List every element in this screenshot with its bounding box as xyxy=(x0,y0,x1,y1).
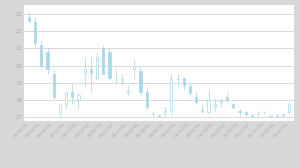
Bar xyxy=(121,79,123,81)
Bar xyxy=(28,17,30,21)
Bar xyxy=(195,97,197,102)
Bar xyxy=(71,92,74,97)
Bar xyxy=(183,78,185,85)
Bar xyxy=(84,69,86,73)
Bar xyxy=(238,111,241,112)
Bar xyxy=(65,92,67,104)
Bar xyxy=(52,74,55,97)
Bar xyxy=(90,69,92,73)
Bar xyxy=(133,66,135,69)
Bar xyxy=(232,104,234,107)
Bar xyxy=(127,90,129,92)
Bar xyxy=(189,86,191,93)
Bar xyxy=(288,104,290,112)
Bar xyxy=(34,22,36,43)
Bar xyxy=(282,114,284,116)
Bar xyxy=(146,92,148,107)
Bar xyxy=(59,104,61,114)
Bar xyxy=(201,110,203,111)
Bar xyxy=(40,45,42,66)
Bar xyxy=(102,48,104,74)
Bar xyxy=(251,115,253,116)
Bar xyxy=(170,79,172,111)
Bar xyxy=(220,101,222,102)
Bar xyxy=(276,115,278,116)
Bar xyxy=(244,112,247,114)
Bar xyxy=(46,52,49,69)
Bar xyxy=(96,57,98,78)
Bar xyxy=(269,116,272,117)
Bar xyxy=(139,71,142,92)
Bar xyxy=(158,115,160,116)
Bar xyxy=(214,104,216,107)
Bar xyxy=(164,111,166,114)
Bar xyxy=(108,52,110,78)
Bar xyxy=(208,100,210,112)
Bar xyxy=(226,97,228,100)
Bar xyxy=(77,95,80,100)
